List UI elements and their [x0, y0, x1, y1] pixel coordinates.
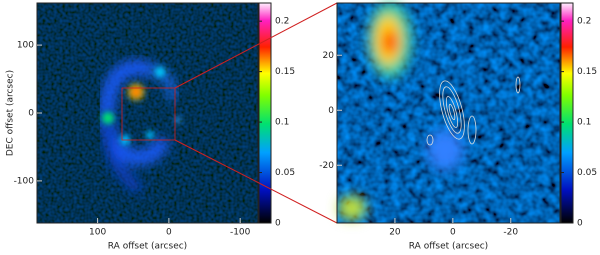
x-tick-label: 0	[450, 228, 456, 238]
x-tick-label: 100	[89, 228, 106, 238]
colorbar-tick-label: 0.1	[577, 118, 591, 128]
y-tick-label: 0	[28, 109, 34, 119]
colorbar-tick-label: 0	[275, 219, 281, 229]
x-tick-label: 0	[166, 228, 172, 238]
x-tick-label: -20	[503, 228, 518, 238]
y-tick-label: -100	[14, 176, 35, 186]
x-tick-label: 20	[389, 228, 401, 238]
right-colorbar	[560, 2, 574, 224]
left-colorbar	[258, 2, 272, 224]
y-tick-label: 0	[328, 106, 334, 116]
x-axis-label: RA offset (arcsec)	[409, 242, 488, 252]
colorbar-tick-label: 0.15	[275, 67, 295, 77]
right-frame	[336, 2, 561, 224]
colorbar-tick-label: 0.2	[275, 17, 289, 27]
y-tick-label: -20	[319, 161, 334, 171]
colorbar-tick-label: 0.05	[577, 168, 597, 178]
y-tick-label: 100	[17, 41, 34, 51]
colorbar-tick-label: 0.05	[275, 168, 295, 178]
x-axis-label: RA offset (arcsec)	[108, 242, 187, 252]
contours	[426, 76, 521, 146]
colorbar-tick-label: 0.15	[577, 67, 597, 77]
x-tick-label: -100	[230, 228, 251, 238]
colorbar-tick-label: 0	[577, 219, 583, 229]
zoom-box	[121, 87, 176, 141]
colorbar-tick-label: 0.2	[577, 17, 591, 27]
y-axis-label: DEC offset (arcsec)	[6, 70, 16, 156]
zoom-connector	[174, 139, 338, 224]
left-image	[37, 3, 258, 223]
right-image	[337, 2, 560, 223]
y-tick-label: 20	[323, 51, 335, 61]
colorbar-tick-label: 0.1	[275, 118, 289, 128]
zoom-connector	[174, 2, 338, 89]
